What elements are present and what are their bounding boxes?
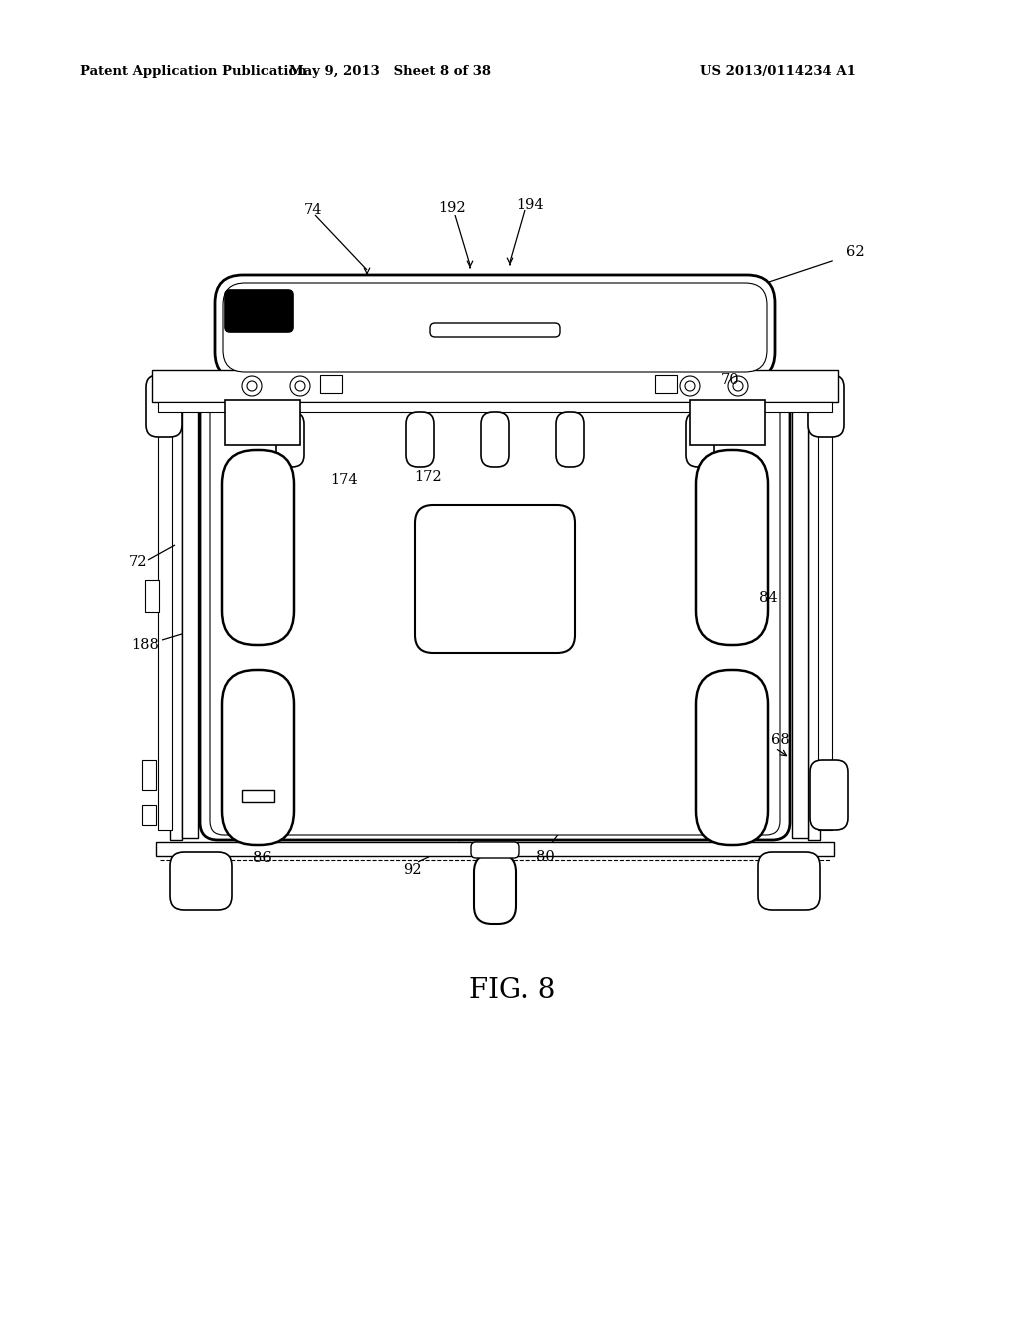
Text: 84: 84 (759, 591, 777, 605)
Bar (170, 380, 182, 840)
Bar (158, 389, 172, 830)
Bar (145, 579, 159, 612)
FancyBboxPatch shape (808, 375, 844, 437)
Text: May 9, 2013   Sheet 8 of 38: May 9, 2013 Sheet 8 of 38 (289, 66, 490, 78)
Ellipse shape (473, 532, 478, 537)
Ellipse shape (730, 814, 734, 818)
Ellipse shape (507, 544, 512, 549)
Bar (182, 381, 198, 838)
Ellipse shape (256, 719, 260, 723)
Text: 192: 192 (438, 201, 466, 215)
FancyBboxPatch shape (696, 671, 768, 845)
FancyBboxPatch shape (810, 760, 848, 830)
Ellipse shape (463, 532, 468, 537)
Ellipse shape (484, 544, 489, 549)
Text: 86: 86 (253, 851, 271, 865)
Bar (225, 400, 300, 445)
Ellipse shape (540, 544, 545, 549)
Ellipse shape (440, 532, 445, 537)
FancyBboxPatch shape (222, 671, 294, 845)
Ellipse shape (728, 376, 748, 396)
FancyBboxPatch shape (686, 412, 714, 467)
Ellipse shape (452, 544, 457, 549)
FancyBboxPatch shape (758, 851, 820, 909)
FancyBboxPatch shape (170, 851, 232, 909)
Ellipse shape (730, 799, 734, 803)
FancyBboxPatch shape (471, 842, 519, 858)
Bar (818, 389, 831, 830)
Bar (152, 370, 838, 403)
Text: 62: 62 (846, 246, 864, 259)
Ellipse shape (680, 376, 700, 396)
Text: 74: 74 (304, 203, 323, 216)
FancyBboxPatch shape (223, 282, 767, 372)
Ellipse shape (440, 544, 445, 549)
Ellipse shape (484, 532, 489, 537)
Ellipse shape (463, 544, 468, 549)
Bar (655, 375, 677, 393)
Bar (242, 789, 274, 803)
Text: 194: 194 (516, 198, 544, 213)
FancyBboxPatch shape (481, 412, 509, 467)
FancyBboxPatch shape (415, 506, 575, 653)
FancyBboxPatch shape (556, 412, 584, 467)
FancyBboxPatch shape (696, 450, 768, 645)
Ellipse shape (496, 532, 501, 537)
FancyBboxPatch shape (210, 389, 780, 836)
Ellipse shape (295, 381, 305, 391)
Bar (142, 760, 156, 789)
Bar (808, 380, 820, 840)
Ellipse shape (733, 381, 743, 391)
FancyBboxPatch shape (222, 450, 294, 645)
Text: 92: 92 (402, 863, 421, 876)
Ellipse shape (256, 752, 260, 756)
FancyBboxPatch shape (215, 275, 775, 380)
FancyBboxPatch shape (474, 854, 516, 924)
Bar (156, 842, 834, 855)
Ellipse shape (496, 544, 501, 549)
Bar (158, 403, 831, 412)
Text: 72: 72 (129, 554, 147, 569)
Ellipse shape (247, 381, 257, 391)
Ellipse shape (256, 816, 260, 820)
Ellipse shape (290, 376, 310, 396)
Ellipse shape (507, 532, 512, 537)
Text: 174: 174 (330, 473, 357, 487)
Ellipse shape (256, 784, 260, 788)
Ellipse shape (256, 704, 260, 708)
Ellipse shape (473, 544, 478, 549)
FancyBboxPatch shape (406, 412, 434, 467)
Ellipse shape (256, 688, 260, 692)
FancyBboxPatch shape (276, 412, 304, 467)
FancyBboxPatch shape (146, 375, 182, 437)
Text: FIG. 8: FIG. 8 (469, 977, 555, 1003)
Ellipse shape (242, 376, 262, 396)
Ellipse shape (561, 544, 566, 549)
Ellipse shape (256, 737, 260, 741)
Text: US 2013/0114234 A1: US 2013/0114234 A1 (700, 66, 856, 78)
Text: 80: 80 (536, 850, 554, 865)
Ellipse shape (256, 800, 260, 804)
Ellipse shape (685, 381, 695, 391)
Bar (319, 375, 342, 393)
Text: Patent Application Publication: Patent Application Publication (80, 66, 307, 78)
Text: 172: 172 (414, 470, 441, 484)
Ellipse shape (452, 532, 457, 537)
FancyBboxPatch shape (200, 380, 790, 840)
Bar (690, 400, 765, 445)
Ellipse shape (256, 768, 260, 772)
Bar (142, 805, 156, 825)
Text: 68: 68 (771, 733, 790, 747)
Text: 188: 188 (131, 638, 159, 652)
Text: 70: 70 (721, 374, 739, 387)
Ellipse shape (551, 544, 555, 549)
Bar (792, 381, 808, 838)
FancyBboxPatch shape (430, 323, 560, 337)
FancyBboxPatch shape (225, 290, 293, 333)
